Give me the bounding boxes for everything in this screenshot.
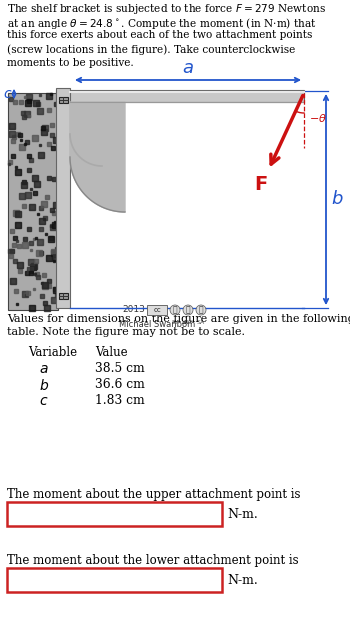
Bar [7,502,222,526]
Text: $\mathbf{F}$: $\mathbf{F}$ [253,176,267,194]
Text: table. Note the figure may not be to scale.: table. Note the figure may not be to sca… [7,327,245,337]
Text: Variable: Variable [28,346,77,359]
Text: N-m.: N-m. [227,508,258,520]
Text: N-m.: N-m. [227,574,258,586]
Bar [147,305,167,315]
Text: cc: cc [153,307,161,313]
Text: at an angle $\theta = 24.8^\circ$. Compute the moment (in N$\cdot$m) that: at an angle $\theta = 24.8^\circ$. Compu… [7,16,317,31]
Circle shape [196,305,206,315]
Text: ⓞ: ⓞ [199,305,203,314]
Circle shape [170,305,180,315]
Text: $c$: $c$ [2,87,12,101]
Text: Michael Swanbom: Michael Swanbom [119,320,195,329]
Text: this force exerts about each of the two attachment points: this force exerts about each of the two … [7,30,312,40]
Bar [7,568,222,592]
Text: $a$: $a$ [182,59,194,77]
Bar [58,97,68,103]
Text: 36.6 cm: 36.6 cm [95,378,145,391]
Text: 2013: 2013 [122,305,145,314]
Text: BY: BY [171,320,179,325]
Text: 94.5: 94.5 [12,572,51,588]
Text: The moment about the lower attachment point is: The moment about the lower attachment po… [7,554,299,567]
Bar [8,93,58,310]
Text: Value: Value [95,346,128,359]
Text: 53.8: 53.8 [12,506,51,523]
Text: Values for dimensions on the figure are given in the following: Values for dimensions on the figure are … [7,314,350,324]
Text: $a$: $a$ [39,362,49,376]
Text: 38.5 cm: 38.5 cm [95,362,145,375]
Text: $-\theta$: $-\theta$ [309,112,327,124]
Text: $c$: $c$ [39,394,49,408]
Text: 1.83 cm: 1.83 cm [95,394,145,407]
Text: moments to be positive.: moments to be positive. [7,58,134,68]
Text: ⓘ: ⓘ [173,305,177,314]
Text: ✕: ✕ [206,574,217,586]
Polygon shape [70,102,125,212]
Text: ✕: ✕ [206,508,217,520]
Bar [58,293,68,299]
Text: The shelf bracket is subjected to the force $F = 279$ Newtons: The shelf bracket is subjected to the fo… [7,2,326,16]
Text: $b$: $b$ [39,378,49,393]
Circle shape [183,305,193,315]
Bar [56,88,70,308]
Text: NC: NC [183,320,192,325]
Text: Ⓢ: Ⓢ [186,305,190,314]
Text: (screw locations in the figure). Take counterclockwise: (screw locations in the figure). Take co… [7,44,295,55]
Text: SA: SA [197,320,205,325]
Bar [56,90,304,102]
Text: The moment about the upper attachment point is: The moment about the upper attachment po… [7,488,301,501]
Text: $b$: $b$ [331,191,344,209]
